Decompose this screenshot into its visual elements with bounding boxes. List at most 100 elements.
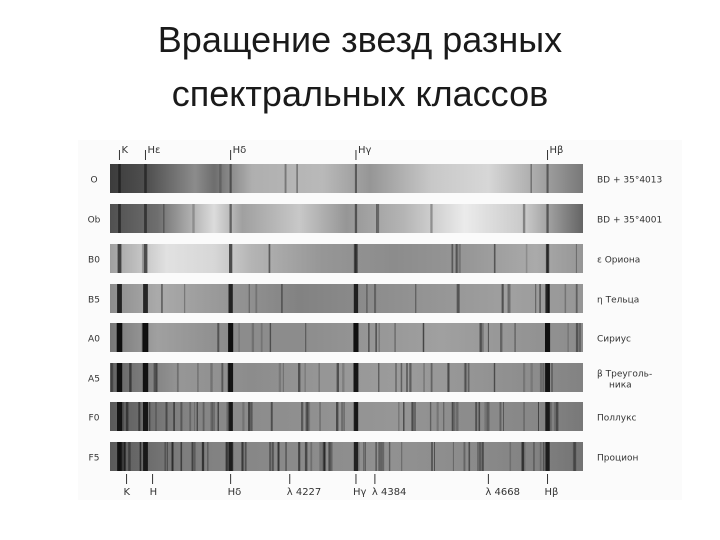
absorption-line	[191, 442, 194, 471]
absorption-line	[166, 442, 168, 471]
absorption-line	[436, 402, 439, 431]
balmer-line	[545, 363, 550, 392]
absorption-line	[374, 284, 377, 313]
absorption-line	[487, 402, 490, 431]
absorption-line	[305, 323, 307, 352]
absorption-line	[465, 363, 467, 392]
bottom-line-labels: K H Hδ λ 4227 Hγ λ 4384 λ 4668 Hβ	[124, 474, 558, 498]
strip-background	[110, 244, 583, 273]
absorption-line	[191, 442, 193, 471]
top-line-labels: K Hε Hδ Hγ Hβ	[118, 145, 564, 160]
absorption-line	[336, 363, 339, 392]
absorption-line	[270, 402, 273, 431]
absorption-line	[124, 442, 126, 471]
absorption-line	[342, 363, 345, 392]
spectral-class-label: A0	[88, 335, 100, 345]
spectral-class-label: F5	[89, 454, 100, 464]
absorption-line	[310, 442, 313, 471]
absorption-line	[125, 402, 129, 431]
absorption-line	[406, 363, 408, 392]
absorption-line	[225, 442, 228, 471]
balmer-line	[143, 244, 148, 273]
absorption-line	[226, 402, 228, 431]
star-name-label: BD + 35°4001	[597, 216, 662, 226]
star-name-label: β Треуголь-ника	[597, 370, 652, 391]
absorption-line	[514, 323, 516, 352]
absorption-line	[530, 164, 532, 193]
balmer-line	[354, 204, 358, 233]
line-label-top: Hβ	[550, 145, 564, 156]
line-label-bottom: λ 4227	[287, 487, 322, 498]
absorption-line	[298, 442, 301, 471]
balmer-line	[545, 402, 550, 431]
absorption-line	[507, 284, 509, 313]
star-name-label: η Тельца	[597, 296, 639, 306]
balmer-line	[142, 363, 149, 392]
absorption-line	[277, 442, 280, 471]
absorption-line	[575, 244, 577, 273]
absorption-line	[298, 363, 301, 392]
spectral-class-label: B5	[88, 296, 100, 306]
absorption-line	[241, 442, 244, 471]
absorption-line	[244, 442, 247, 471]
balmer-line	[229, 164, 232, 193]
spectral-class-label: B0	[88, 256, 100, 266]
absorption-line	[176, 363, 179, 392]
balmer-line	[354, 164, 357, 193]
absorption-line	[463, 442, 466, 471]
absorption-line	[238, 323, 240, 352]
balmer-line	[546, 204, 549, 233]
absorption-line	[479, 323, 482, 352]
star-name-label: ε Ориона	[597, 256, 640, 266]
absorption-line	[429, 402, 432, 431]
absorption-line	[530, 363, 533, 392]
absorption-line	[330, 442, 333, 471]
absorption-line	[482, 323, 484, 352]
absorption-line	[484, 402, 487, 431]
absorption-line	[251, 323, 255, 352]
absorption-line	[493, 244, 496, 273]
absorption-line	[165, 402, 168, 431]
absorption-line	[463, 363, 466, 392]
absorption-line	[508, 284, 511, 313]
spectrum-strips	[110, 164, 583, 471]
absorption-line	[155, 363, 158, 392]
strip-background	[110, 323, 583, 352]
absorption-line	[284, 164, 287, 193]
line-label-bottom: Hδ	[228, 487, 242, 498]
absorption-line	[539, 442, 542, 471]
absorption-line	[478, 402, 481, 431]
absorption-line	[578, 323, 581, 352]
absorption-line	[403, 402, 405, 431]
absorption-line	[522, 204, 526, 233]
absorption-line	[554, 402, 557, 431]
balmer-line	[353, 284, 359, 313]
absorption-line	[457, 284, 460, 313]
line-label-top: K	[121, 145, 128, 156]
balmer-line	[228, 284, 233, 313]
spectrum-strip	[110, 244, 583, 273]
absorption-line	[197, 363, 199, 392]
absorption-line	[219, 164, 222, 193]
line-label-top: Hδ	[233, 145, 247, 156]
balmer-line	[354, 244, 358, 273]
line-label-bottom: H	[150, 487, 158, 498]
line-label-top: Hγ	[358, 145, 372, 156]
absorption-line	[201, 442, 204, 471]
absorption-line	[336, 402, 339, 431]
absorption-line	[323, 442, 327, 471]
absorption-line	[282, 363, 284, 392]
absorption-line	[163, 204, 165, 233]
absorption-line	[196, 402, 198, 431]
balmer-line	[229, 204, 232, 233]
absorption-line	[375, 442, 377, 471]
spectrum-strip	[110, 164, 583, 193]
absorption-line	[388, 442, 391, 471]
absorption-line	[138, 402, 141, 431]
spectrum-strip	[110, 204, 583, 233]
absorption-line	[343, 402, 345, 431]
spectral-class-label: F0	[89, 414, 100, 424]
absorption-line	[323, 442, 325, 471]
spectrum-strip	[110, 402, 583, 431]
absorption-line	[232, 442, 234, 471]
